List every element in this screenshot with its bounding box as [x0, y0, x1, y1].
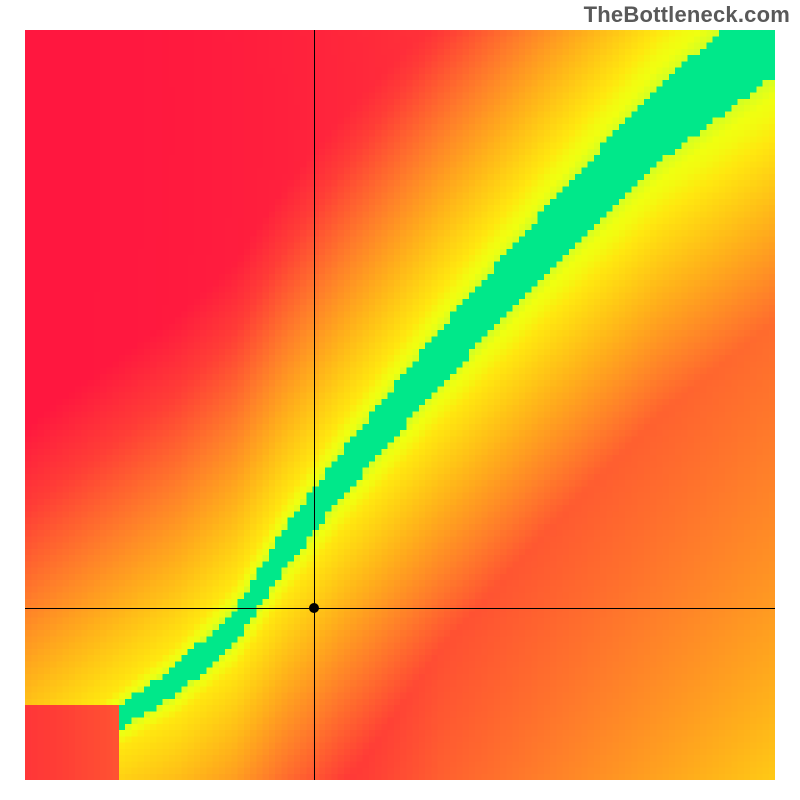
- crosshair-vertical: [314, 30, 315, 780]
- heatmap-canvas: [25, 30, 775, 780]
- watermark-text: TheBottleneck.com: [584, 2, 790, 28]
- plot-area: [25, 30, 775, 780]
- chart-container: TheBottleneck.com: [0, 0, 800, 800]
- crosshair-horizontal: [25, 608, 775, 609]
- crosshair-marker-dot: [309, 603, 319, 613]
